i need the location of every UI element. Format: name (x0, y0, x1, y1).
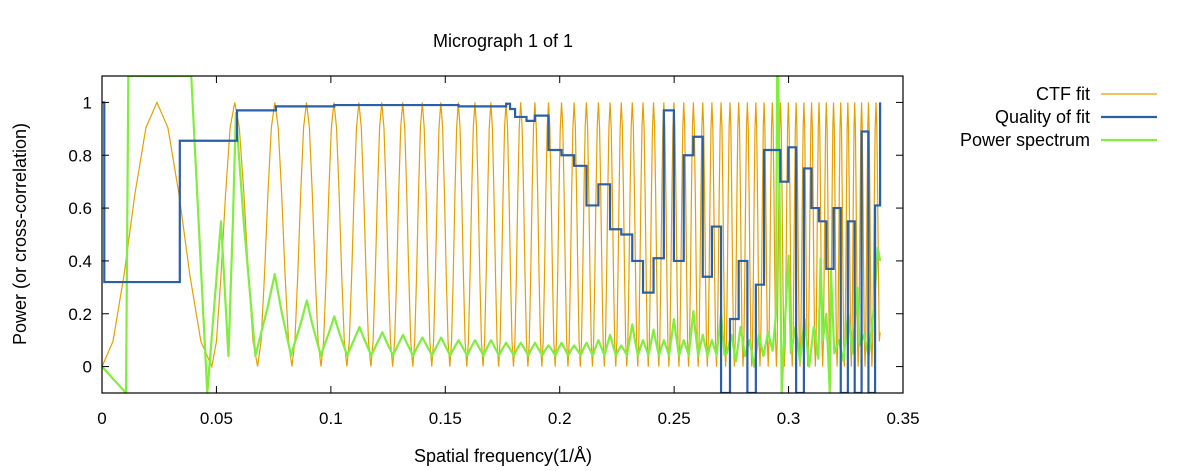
y-tick-label: 0.4 (68, 252, 92, 271)
x-tick-label: 0.05 (200, 409, 233, 428)
legend-label: Quality of fit (995, 107, 1090, 127)
x-tick-label: 0.1 (319, 409, 343, 428)
y-tick-label: 0.2 (68, 305, 92, 324)
x-tick-label: 0.15 (429, 409, 462, 428)
x-tick-label: 0.25 (658, 409, 691, 428)
x-axis-title: Spatial frequency(1/Å) (414, 446, 592, 466)
legend: CTF fit Quality of fit Power spectrum (960, 84, 1157, 150)
legend-label: CTF fit (1036, 84, 1090, 104)
legend-label: Power spectrum (960, 130, 1090, 150)
x-tick-label: 0 (97, 409, 106, 428)
y-axis-title: Power (or cross-correlation) (10, 123, 30, 345)
plot-frame (101, 75, 904, 394)
y-tick-label: 0.8 (68, 146, 92, 165)
tick-layer: 0 0.05 0.1 0.15 0.2 0.25 0.3 0.35 0 0.2 0.4 0.6 0.8 1 (68, 76, 920, 428)
series-layer (102, 76, 882, 393)
series-line-power-spectrum (102, 76, 882, 393)
y-tick-label: 0 (83, 358, 92, 377)
x-tick-label: 0.3 (777, 409, 801, 428)
chart-title: Micrograph 1 of 1 (433, 31, 573, 51)
series-line-quality-of-fit (102, 101, 882, 393)
y-tick-label: 1 (83, 93, 92, 112)
x-tick-label: 0.35 (886, 409, 919, 428)
x-tick-label: 0.2 (548, 409, 572, 428)
series-line-ctf-fit (102, 100, 881, 369)
y-tick-label: 0.6 (68, 199, 92, 218)
